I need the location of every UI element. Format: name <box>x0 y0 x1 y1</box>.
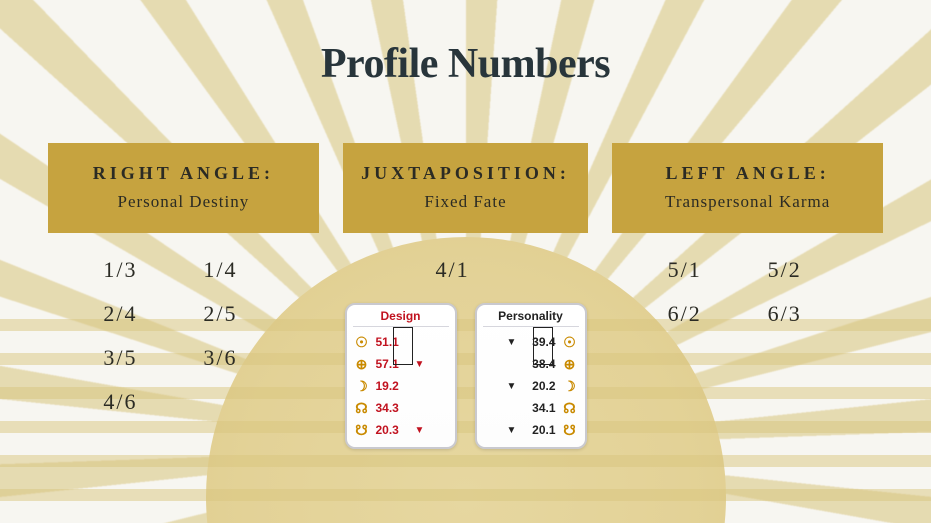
profile-number: 5/2 <box>768 257 828 283</box>
table-row: ☊ 34.3 <box>353 397 449 419</box>
sun-icon: ☉ <box>561 333 579 351</box>
page-content: Profile Numbers RIGHT ANGLE: Personal De… <box>0 0 931 523</box>
card-juxtaposition: JUXTAPOSITION: Fixed Fate <box>343 143 589 233</box>
table-row: ☽ 19.2 <box>353 375 449 397</box>
profile-number: 2/5 <box>203 301 263 327</box>
column-right-angle: RIGHT ANGLE: Personal Destiny 1/3 1/4 2/… <box>48 143 319 449</box>
south-node-icon: ☋ <box>561 421 579 439</box>
earth-icon: ⊕ <box>353 355 371 373</box>
profiles-left-angle: 5/1 5/2 6/2 6/3 <box>668 257 828 327</box>
gate-value: 20.2 <box>522 379 556 393</box>
gate-value: 20.1 <box>522 423 556 437</box>
table-row: 38.4 ⊕ <box>483 353 579 375</box>
column-left-angle: LEFT ANGLE: Transpersonal Karma 5/1 5/2 … <box>612 143 883 449</box>
arrow-icon: ▼ <box>507 425 517 436</box>
arrow-icon: ▼ <box>507 337 517 348</box>
table-row: 34.1 ☊ <box>483 397 579 419</box>
gate-value: 20.3 <box>376 423 410 437</box>
profile-number: 6/3 <box>768 301 828 327</box>
page-title: Profile Numbers <box>0 40 931 88</box>
profile-number: 1/4 <box>203 257 263 283</box>
profiles-juxtaposition: 4/1 <box>436 257 496 283</box>
south-node-icon: ☋ <box>353 421 371 439</box>
profile-number: 4/6 <box>103 389 163 415</box>
gate-value: 19.2 <box>376 379 410 393</box>
profile-number: 3/5 <box>103 345 163 371</box>
card-subtitle: Personal Destiny <box>56 192 311 212</box>
profile-number: 1/3 <box>103 257 163 283</box>
personality-panel-title: Personality <box>483 309 579 327</box>
card-subtitle: Transpersonal Karma <box>620 192 875 212</box>
arrow-icon: ▼ <box>415 359 425 370</box>
gate-value: 51.1 <box>376 335 410 349</box>
north-node-icon: ☊ <box>561 399 579 417</box>
gate-value: 39.4 <box>522 335 556 349</box>
profiles-right-angle: 1/3 1/4 2/4 2/5 3/5 3/6 4/6 <box>103 257 263 415</box>
design-panel: Design ☉ 51.1 ⊕ 57.1 ▼ ☽ 19.2 <box>345 303 457 449</box>
earth-icon: ⊕ <box>561 355 579 373</box>
table-row: ☋ 20.3 ▼ <box>353 419 449 441</box>
table-row: ▼ 20.1 ☋ <box>483 419 579 441</box>
profile-number: 4/1 <box>436 257 496 283</box>
gate-value: 34.3 <box>376 401 410 415</box>
moon-icon: ☽ <box>561 377 579 395</box>
table-row: ▼ 20.2 ☽ <box>483 375 579 397</box>
card-heading: LEFT ANGLE: <box>620 163 875 184</box>
profile-number: 6/2 <box>668 301 728 327</box>
gate-value: 34.1 <box>522 401 556 415</box>
personality-panel: Personality ▼ 39.4 ☉ 38.4 ⊕ ▼ 20.2 ☽ <box>475 303 587 449</box>
card-subtitle: Fixed Fate <box>351 192 581 212</box>
arrow-icon: ▼ <box>415 425 425 436</box>
profile-number: 5/1 <box>668 257 728 283</box>
columns-row: RIGHT ANGLE: Personal Destiny 1/3 1/4 2/… <box>0 143 931 449</box>
card-left-angle: LEFT ANGLE: Transpersonal Karma <box>612 143 883 233</box>
chart-panels: Design ☉ 51.1 ⊕ 57.1 ▼ ☽ 19.2 <box>345 303 587 449</box>
table-row: ▼ 39.4 ☉ <box>483 331 579 353</box>
profile-number: 2/4 <box>103 301 163 327</box>
arrow-icon: ▼ <box>507 381 517 392</box>
gate-value: 57.1 <box>376 357 410 371</box>
card-right-angle: RIGHT ANGLE: Personal Destiny <box>48 143 319 233</box>
moon-icon: ☽ <box>353 377 371 395</box>
profile-number: 3/6 <box>203 345 263 371</box>
north-node-icon: ☊ <box>353 399 371 417</box>
table-row: ⊕ 57.1 ▼ <box>353 353 449 375</box>
card-heading: JUXTAPOSITION: <box>351 163 581 184</box>
column-juxtaposition: JUXTAPOSITION: Fixed Fate 4/1 Design ☉ 5… <box>343 143 589 449</box>
sun-icon: ☉ <box>353 333 371 351</box>
gate-value: 38.4 <box>522 357 556 371</box>
design-panel-title: Design <box>353 309 449 327</box>
table-row: ☉ 51.1 <box>353 331 449 353</box>
card-heading: RIGHT ANGLE: <box>56 163 311 184</box>
